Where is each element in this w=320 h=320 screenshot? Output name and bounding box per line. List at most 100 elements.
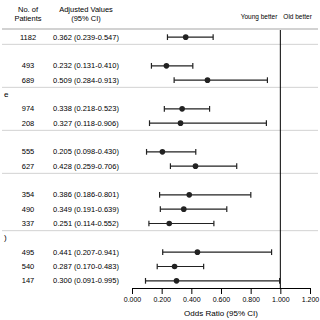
x-tick: 0.400 [183, 288, 201, 303]
right-direction-label: Old better [283, 13, 312, 20]
ci-cap-high [250, 192, 251, 198]
estimate-dot [160, 149, 166, 155]
ci-cap-low [170, 163, 171, 169]
estimate-dot [164, 63, 170, 69]
ci-cap-low [167, 34, 168, 40]
x-tick-mark [251, 288, 252, 294]
x-tick: 0.000 [124, 288, 142, 303]
row-group-label: ) [4, 233, 7, 242]
value-label: 0.205 (0.098-0.430) [53, 147, 119, 156]
plot-marks [145, 30, 280, 288]
x-tick-label: 0.400 [183, 296, 201, 303]
row-group-label: e [4, 90, 9, 99]
x-tick-mark [221, 288, 222, 294]
x-tick-mark [280, 288, 281, 294]
x-tick-label: 0.600 [213, 296, 231, 303]
patients-count: 493 [22, 61, 35, 70]
separator-line [2, 130, 318, 131]
row-texts: 1182 0.362 (0.239-0.547) 493 0.232 (0.131-0… [20, 33, 120, 286]
patients-count: 208 [22, 119, 35, 128]
ci-cap-low [149, 120, 150, 126]
patients-count: 1182 [20, 33, 36, 42]
value-label: 0.362 (0.239-0.547) [53, 33, 119, 42]
estimate-dot [183, 34, 189, 40]
estimate-dot [178, 120, 184, 126]
ci-cap-low [160, 206, 161, 212]
estimate-dot [166, 221, 172, 227]
ci-cap-low [146, 149, 147, 155]
ci-cap-high [267, 77, 268, 83]
ci-cap-high [226, 206, 227, 212]
value-label: 0.251 (0.114-0.552) [53, 219, 119, 228]
value-label: 0.287 (0.170-0.483) [53, 262, 119, 271]
estimate-dot [179, 106, 185, 112]
estimate-dot [195, 249, 201, 255]
ci-line [163, 252, 272, 253]
x-tick-label: 0.200 [153, 296, 171, 303]
ci-cap-high [213, 221, 214, 227]
row-group-tick: e [4, 90, 9, 99]
ci-line [151, 65, 192, 66]
separator-line [2, 87, 318, 88]
ci-line [164, 108, 209, 109]
chart: 0.000 0.200 0.400 0.600 0.800 1.000 1.200 Odds … [0, 0, 320, 320]
ci-cap-low [164, 106, 165, 112]
value-label: 0.441 (0.207-0.941) [53, 248, 119, 257]
x-axis: 0.000 0.200 0.400 0.600 0.800 1.000 1.200 [124, 288, 320, 303]
ci-line [160, 194, 251, 195]
estimate-dot [181, 206, 187, 212]
ci-cap-low [162, 249, 163, 255]
x-tick-mark [191, 288, 192, 294]
patients-count: 974 [22, 104, 35, 113]
estimate-dot [172, 264, 178, 270]
patients-header: No. ofPatients [14, 5, 41, 23]
header-line [2, 29, 318, 30]
ci-cap-low [145, 278, 146, 284]
ci-line [149, 223, 214, 224]
patients-count: 555 [22, 147, 35, 156]
reference-line [280, 30, 281, 288]
patients-count: 354 [22, 190, 35, 199]
ci-cap-low [157, 264, 158, 270]
row-group-tick: ) [4, 233, 7, 242]
patients-count: 490 [22, 205, 35, 214]
ci-cap-high [271, 249, 272, 255]
patients-count: 337 [22, 219, 35, 228]
patients-count: 495 [22, 248, 35, 257]
ci-cap-low [148, 221, 149, 227]
separator-line [2, 44, 318, 45]
x-tick-label: 0.000 [124, 296, 142, 303]
x-axis-line [133, 289, 311, 295]
separator-line [2, 230, 318, 231]
value-label: 0.428 (0.259-0.706) [53, 162, 119, 171]
ci-cap-high [195, 149, 196, 155]
patients-count: 147 [22, 276, 35, 285]
x-tick-label: 1.200 [302, 296, 320, 303]
estimate-dot [205, 77, 211, 83]
ci-cap-low [151, 63, 152, 69]
patients-count: 689 [22, 76, 35, 85]
row-group-axis: e) [4, 90, 9, 242]
ci-line [170, 166, 236, 167]
ci-cap-high [203, 264, 204, 270]
x-axis-title: Odds Ratio (95% CI) [184, 309, 258, 318]
x-tick-mark [310, 288, 311, 294]
ci-cap-low [174, 77, 175, 83]
x-tick: 0.600 [213, 288, 231, 303]
estimate-dot [186, 192, 192, 198]
value-label: 0.300 (0.091-0.995) [53, 276, 119, 285]
x-tick: 1.000 [272, 288, 290, 303]
ci-line [145, 280, 279, 281]
ci-cap-high [266, 120, 267, 126]
patients-count: 627 [22, 162, 35, 171]
x-tick: 0.800 [242, 288, 260, 303]
estimate-dot [174, 278, 180, 284]
value-label: 0.349 (0.191-0.639) [53, 205, 119, 214]
values-header: Adjusted Values(95% CI) [59, 5, 113, 23]
ci-line [157, 266, 203, 267]
ci-line [150, 123, 267, 124]
estimate-dot [193, 163, 199, 169]
ci-line [160, 209, 226, 210]
ci-cap-high [209, 106, 210, 112]
value-label: 0.232 (0.131-0.410) [53, 61, 119, 70]
